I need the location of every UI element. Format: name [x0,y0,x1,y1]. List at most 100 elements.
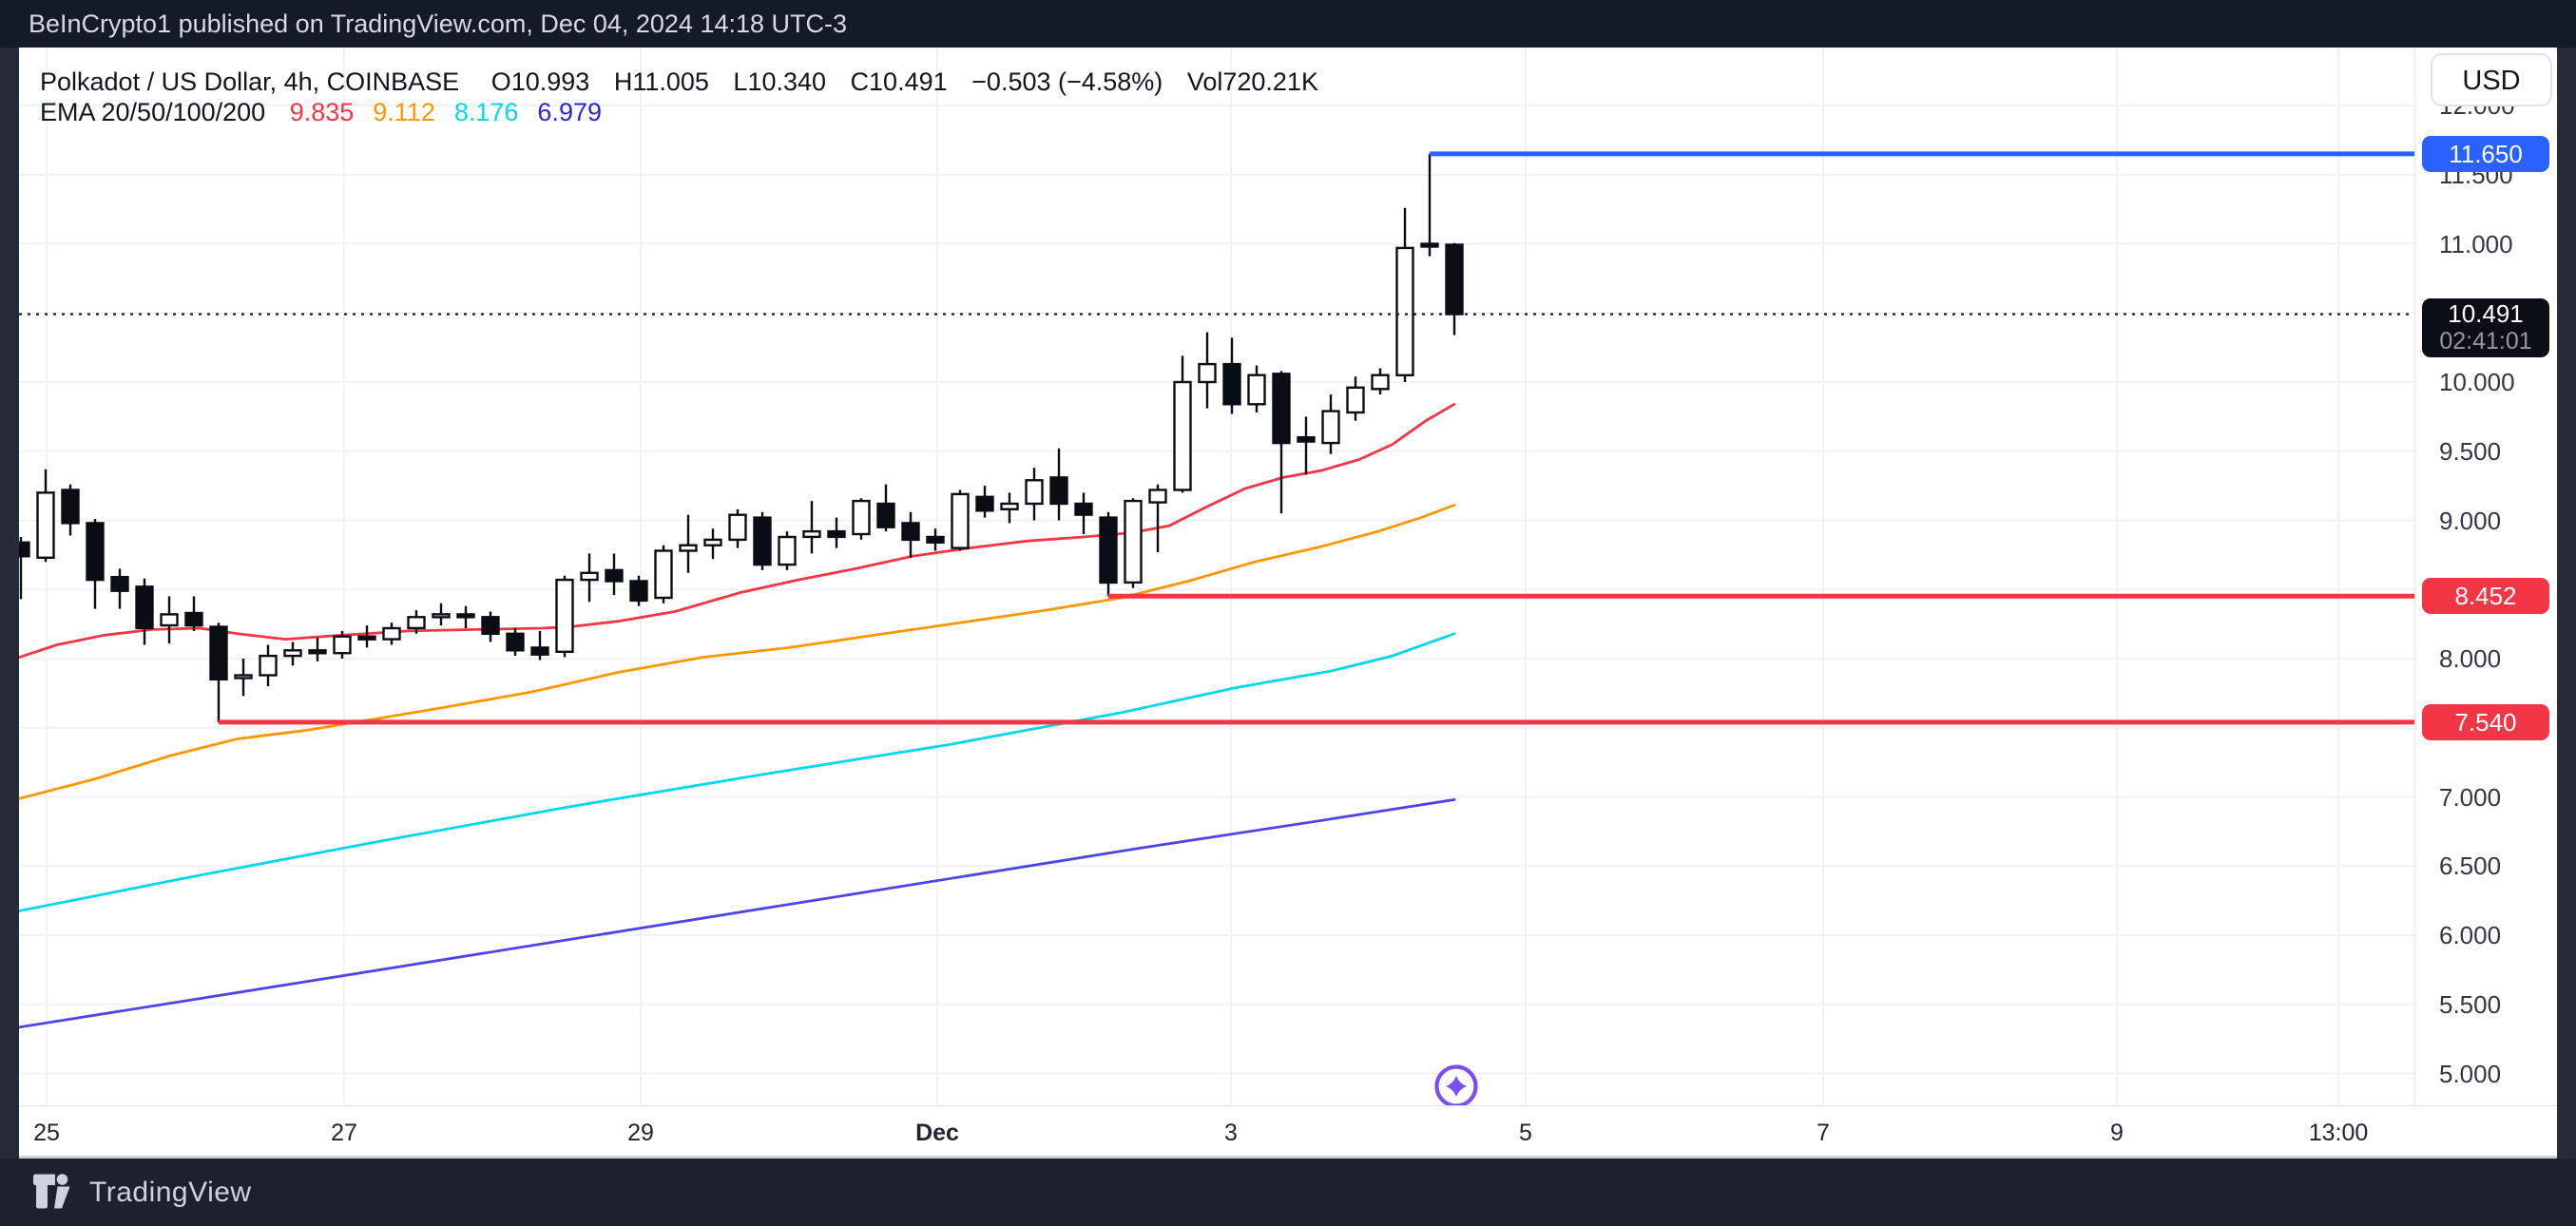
candle [827,517,846,548]
candle [110,568,129,609]
candle [654,545,673,603]
time-label: 3 [1224,1120,1238,1146]
time-label: 5 [1519,1120,1532,1146]
volume-value: Vol720.21K [1186,67,1318,96]
ema-line-ema-20[interactable] [15,402,1456,660]
candle [160,596,179,643]
candle [629,575,648,606]
price-tick: 5.000 [2439,1059,2502,1088]
candle [1222,337,1241,414]
currency-toggle-button[interactable]: USD [2431,53,2552,106]
candle [1099,511,1118,597]
candle [1297,416,1316,475]
candle [1025,468,1044,521]
support-label-1: 8.452 [2422,578,2549,615]
candle [259,644,278,687]
support-label-2: 7.540 [2422,703,2549,740]
candle [36,469,55,563]
last-price-label: 10.491 02:41:01 [2422,298,2549,357]
candle [1371,368,1390,395]
candle [481,611,500,642]
candle [1321,394,1340,454]
last-price-value: 10.491 [2448,299,2524,328]
price-tick: 5.500 [2439,989,2502,1019]
ema-legend-value: 9.835 [289,98,355,126]
candle [1198,332,1217,409]
symbol-title: Polkadot / US Dollar, 4h, COINBASE [40,67,460,96]
candle [283,642,302,666]
ema-legend-value: 6.979 [537,98,602,126]
resistance-label: 11.650 [2422,135,2549,172]
symbol-info-row: Polkadot / US Dollar, 4h, COINBASE O10.9… [40,63,1336,101]
candle [308,638,327,661]
candle [703,528,722,560]
candle [876,484,895,532]
candle [1173,355,1192,493]
time-label: 27 [331,1120,357,1146]
ema-line-ema-200[interactable] [15,798,1456,1029]
ohlc-open: O10.993 [490,67,590,96]
candle [530,630,549,661]
price-change: −0.503 (−4.58%) [971,67,1163,96]
candle [1346,376,1365,421]
publish-info-text: BeInCrypto1 published on TradingView.com… [29,10,848,38]
ema-line-ema-100[interactable] [15,632,1456,912]
candle [407,610,426,634]
candle [209,623,228,722]
ema-line-ema-50[interactable] [15,504,1456,800]
price-tick: 11.000 [2439,229,2513,259]
candle [382,623,401,645]
price-tick: 9.000 [2439,506,2502,535]
candle [951,489,970,551]
ohlc-low: L10.340 [733,67,827,96]
candle [1445,242,1464,335]
candle [728,508,747,548]
candle [926,528,945,551]
right-border-strip [2557,48,2576,1159]
candle [901,511,920,558]
price-tick: 9.500 [2439,436,2502,466]
publish-info-bar: BeInCrypto1 published on TradingView.com… [0,0,2576,48]
candle [432,603,451,626]
candle [778,531,797,570]
tradingview-logo-icon [33,1173,70,1208]
candle [753,511,772,570]
candle [975,486,994,518]
candle [184,596,203,631]
candle [1000,492,1019,524]
ema-legend-value: 8.176 [453,98,519,126]
candle [1272,371,1291,514]
candle [333,630,352,659]
candle [852,498,871,540]
time-label: 29 [627,1120,654,1146]
time-label: Dec [915,1120,959,1146]
bar-countdown: 02:41:01 [2439,328,2532,354]
ohlc-high: H11.005 [613,67,709,96]
ema-values: 9.835 9.112 8.176 6.979 [290,98,621,126]
price-tick: 8.000 [2439,644,2502,673]
left-border-strip [0,48,19,1159]
time-label: 9 [2110,1120,2124,1146]
ema-legend-value: 9.112 [373,98,435,126]
candle [357,625,376,648]
candle [86,519,105,609]
candle [802,501,821,554]
candle [1074,492,1093,534]
candle [135,578,154,645]
candle [605,553,624,596]
candle [1124,498,1143,588]
candle [1049,448,1068,521]
time-axis[interactable]: 25 27 29 Dec 3 5 7 9 13:00 [19,1105,2557,1159]
candle [1395,207,1414,382]
sparkle-star-icon [1446,1076,1467,1097]
time-label: 13:00 [2308,1120,2369,1146]
time-label: 25 [33,1120,60,1146]
candle [19,537,30,600]
ohlc-close: C10.491 [850,67,948,96]
price-tick: 6.500 [2439,852,2502,881]
indicator-legend-row: EMA 20/50/100/200 9.835 9.112 8.176 6.979 [40,93,621,131]
price-axis[interactable]: 5.000 5.500 6.000 6.500 7.000 8.000 9.000 9.500… [2414,48,2557,1105]
candle [506,628,525,657]
